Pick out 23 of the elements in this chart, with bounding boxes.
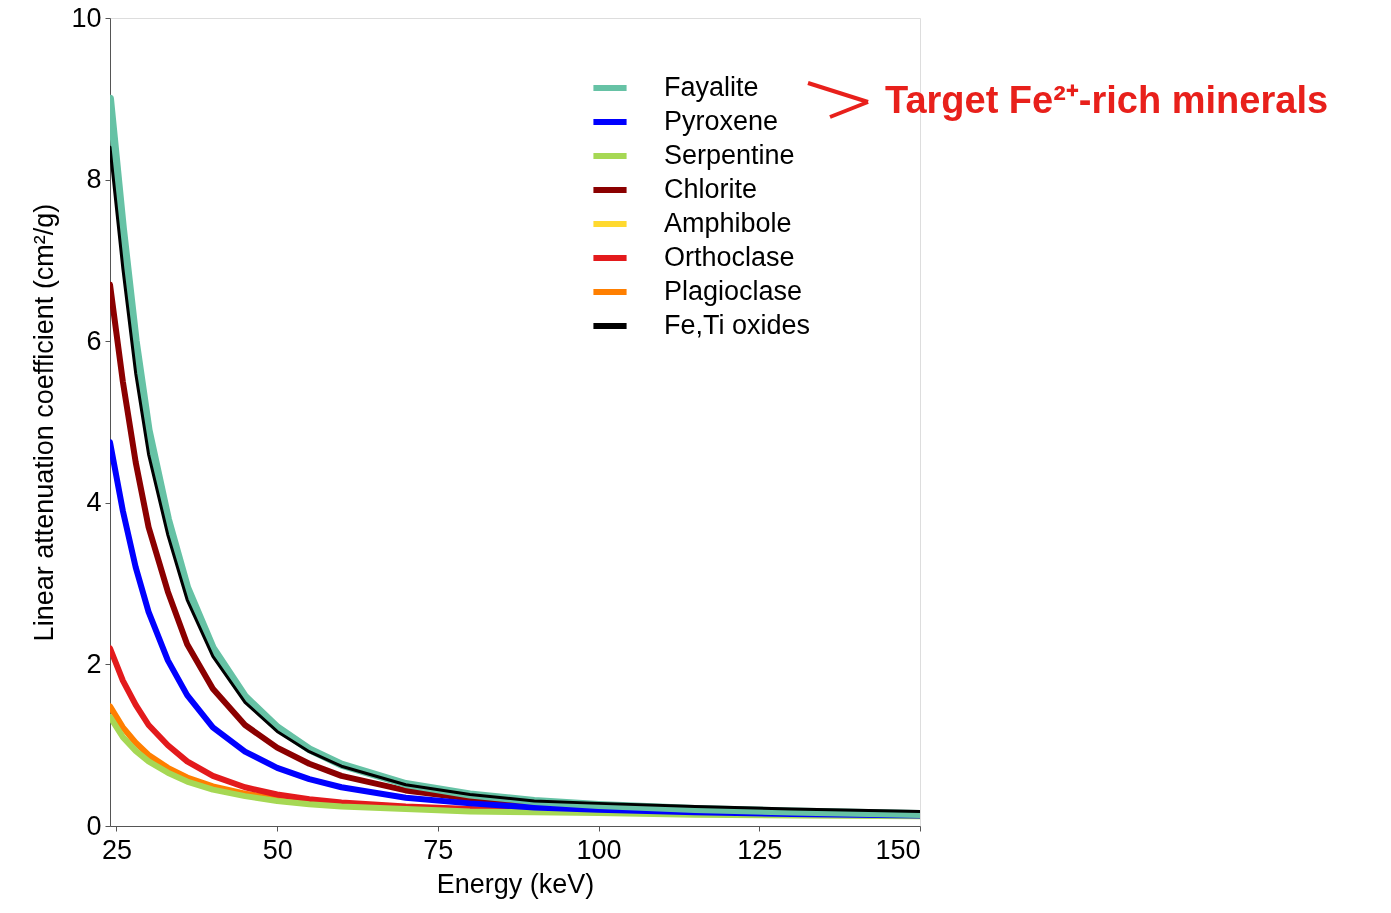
legend-label: Amphibole xyxy=(664,208,792,238)
legend-label: Serpentine xyxy=(664,140,795,170)
x-tick-label: 125 xyxy=(737,834,783,865)
x-tick-label: 75 xyxy=(423,834,454,865)
y-tick-label: 0 xyxy=(86,810,102,841)
y-tick-label: 2 xyxy=(86,648,102,679)
legend-label: Fayalite xyxy=(664,72,759,102)
legend-label: Plagioclase xyxy=(664,276,803,306)
legend-label: Chlorite xyxy=(664,174,758,204)
x-tick-label: 50 xyxy=(262,834,293,865)
annotation: Target Fe²⁺-rich minerals xyxy=(885,79,1329,121)
y-axis-title: Linear attenuation coefficient (cm²/g) xyxy=(29,203,60,642)
x-tick-label: 150 xyxy=(875,834,921,865)
y-tick-label: 8 xyxy=(86,164,102,195)
x-tick-label: 25 xyxy=(101,834,132,865)
x-axis-title: Energy (keV) xyxy=(436,868,595,899)
legend-label: Fe,Ti oxides xyxy=(664,310,811,340)
y-tick-label: 4 xyxy=(86,487,102,518)
y-tick-label: 6 xyxy=(86,325,102,356)
legend-label: Pyroxene xyxy=(664,106,779,136)
x-tick-label: 100 xyxy=(576,834,622,865)
y-tick-label: 10 xyxy=(71,2,102,33)
legend-label: Orthoclase xyxy=(664,242,795,272)
